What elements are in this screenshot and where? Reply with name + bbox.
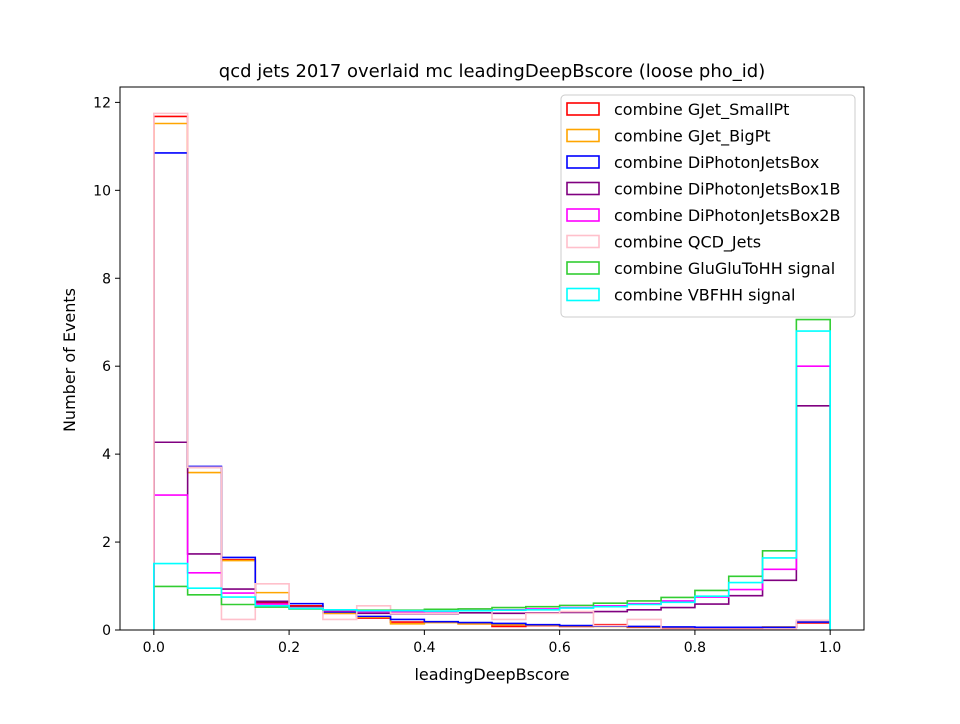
series-line-3 bbox=[153, 152, 831, 630]
x-tick-label: 0.2 bbox=[278, 640, 300, 656]
y-axis-label: Number of Events bbox=[60, 288, 79, 432]
y-tick-label: 4 bbox=[102, 447, 111, 463]
legend-entry-label: combine QCD_Jets bbox=[614, 233, 761, 253]
axes-layer: 0.0 0.2 0.4 0.6 0.8 1.0 0 2 4 6 8 10 12 bbox=[93, 86, 865, 656]
series-line-8 bbox=[153, 330, 831, 630]
chart-title: qcd jets 2017 overlaid mc leadingDeepBsc… bbox=[219, 61, 765, 82]
y-tick-label: 10 bbox=[93, 183, 111, 199]
y-tick-label: 2 bbox=[102, 535, 111, 551]
legend-swatch bbox=[566, 128, 600, 143]
legend-swatch bbox=[566, 208, 600, 222]
x-tick-label: 1.0 bbox=[819, 640, 841, 656]
legend-entry-label: combine GJet_BigPt bbox=[614, 127, 771, 147]
legend-entry-label: combine DiPhotonJetsBox1B bbox=[614, 180, 840, 199]
legend-swatch bbox=[566, 181, 600, 196]
legend-entry-label: combine DiPhotonJetsBox bbox=[614, 153, 819, 172]
legend-swatch bbox=[566, 155, 600, 169]
legend-swatch bbox=[566, 287, 600, 302]
plot-frame bbox=[119, 86, 865, 631]
y-tick-label: 12 bbox=[93, 95, 111, 111]
legend-box bbox=[560, 94, 856, 318]
series-layer bbox=[153, 112, 831, 630]
y-tick-label: 8 bbox=[102, 271, 111, 287]
y-tick-label: 6 bbox=[102, 359, 111, 375]
legend-swatch bbox=[566, 261, 600, 275]
x-tick-label: 0.6 bbox=[549, 640, 571, 656]
legend-swatch bbox=[566, 234, 600, 249]
x-tick-label: 0.4 bbox=[413, 640, 435, 656]
x-tick-label: 0.0 bbox=[143, 640, 165, 656]
x-axis-label: leadingDeepBscore bbox=[414, 665, 569, 684]
legend-entry-label: combine GluGluToHH signal bbox=[614, 259, 835, 278]
y-tick-label: 0 bbox=[102, 623, 111, 639]
x-tick-label: 0.8 bbox=[684, 640, 706, 656]
legend-entry-label: combine VBFHH signal bbox=[614, 286, 795, 305]
legend-entry-label: combine DiPhotonJetsBox2B bbox=[614, 206, 840, 225]
legend-swatch bbox=[566, 102, 600, 116]
legend-entry-label: combine GJet_SmallPt bbox=[614, 100, 789, 120]
